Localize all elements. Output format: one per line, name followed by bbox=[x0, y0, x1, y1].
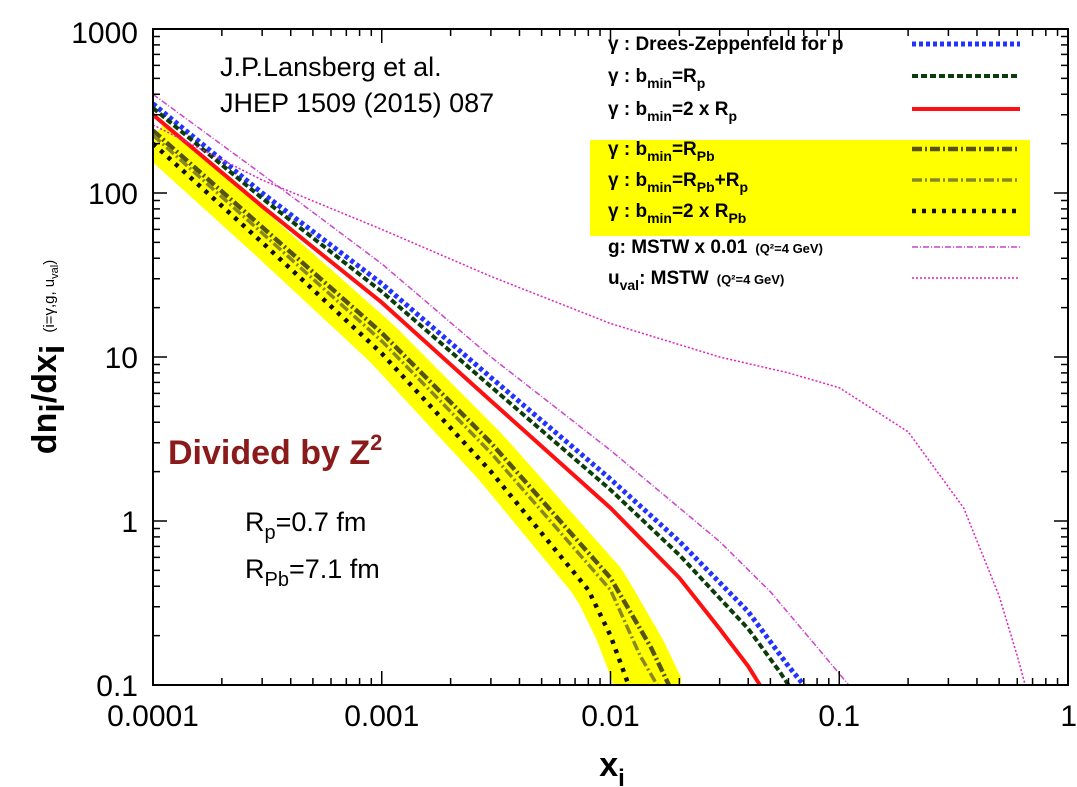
legend-text-part: γ : b bbox=[608, 99, 647, 120]
legend-text-part: =R bbox=[672, 139, 697, 160]
legend-label-2: γ : bmin=Rp bbox=[608, 66, 705, 91]
reference-line-2: JHEP 1509 (2015) 087 bbox=[220, 88, 494, 118]
legend-text-part: γ : b bbox=[608, 201, 647, 222]
y-axis-label-sub2: i bbox=[34, 345, 72, 354]
y-tick-label: 1 bbox=[121, 506, 138, 539]
legend-text-part: =R bbox=[672, 66, 697, 87]
legend-highlight bbox=[590, 140, 1030, 236]
divided-by-sup: 2 bbox=[370, 430, 382, 455]
rp-value: =0.7 fm bbox=[276, 507, 367, 537]
y-tick-label: 100 bbox=[88, 178, 138, 211]
legend-label-6: γ : bmin=2 x RPb bbox=[608, 201, 746, 226]
legend-text-part: g: MSTW x 0.01 bbox=[608, 237, 748, 258]
legend-note: (Q²=4 GeV) bbox=[755, 241, 823, 256]
legend-text-part: min bbox=[647, 179, 672, 195]
y-axis-label-extra-end: ) bbox=[41, 260, 58, 265]
series-line-1 bbox=[153, 101, 806, 685]
rp-sub: p bbox=[265, 522, 276, 544]
legend-label-4: γ : bmin=RPb bbox=[608, 139, 715, 164]
legend-label-3: γ : bmin=2 x Rp bbox=[608, 99, 737, 124]
legend-text-part: γ : b bbox=[608, 170, 647, 191]
legend-text-part: min bbox=[647, 148, 672, 164]
y-axis-label-main: dn bbox=[26, 413, 64, 455]
divided-by-z2-note: Divided by Z2 bbox=[168, 430, 382, 472]
legend-text-part: γ : Drees-Zeppenfeld for p bbox=[608, 34, 843, 55]
legend-text-part: min bbox=[647, 108, 672, 124]
legend-text-part: min bbox=[647, 210, 672, 226]
legend-text-part: Pb bbox=[697, 179, 715, 195]
series-line-6 bbox=[153, 141, 631, 685]
legend-text-part: γ : b bbox=[608, 139, 647, 160]
uncertainty-band bbox=[153, 122, 681, 685]
legend-text-part: +R bbox=[715, 170, 740, 191]
y-axis-label: dni/dxi(i=γ,g, uval) bbox=[26, 260, 72, 454]
x-tick-label: 0.001 bbox=[344, 700, 419, 733]
legend-label-1: γ : Drees-Zeppenfeld for p bbox=[608, 34, 843, 55]
y-tick-label: 0.1 bbox=[96, 670, 138, 703]
rpb-note: RPb=7.1 fm bbox=[245, 554, 380, 591]
x-axis-label-main: x bbox=[599, 746, 618, 784]
series-line-5 bbox=[153, 133, 659, 685]
legend-text-part: =2 x R bbox=[672, 201, 729, 222]
rp-note: Rp=0.7 fm bbox=[245, 507, 366, 544]
legend-note: (Q²=4 GeV) bbox=[717, 272, 785, 287]
x-tick-label: 0.01 bbox=[581, 700, 639, 733]
legend-text-part: γ : b bbox=[608, 66, 647, 87]
divided-by-text: Divided by Z bbox=[168, 434, 370, 472]
reference-line-1: J.P.Lansberg et al. bbox=[220, 52, 442, 82]
y-tick-label: 10 bbox=[105, 342, 138, 375]
legend-text-part: Pb bbox=[728, 210, 746, 226]
legend-label-7: g: MSTW x 0.01 (Q²=4 GeV) bbox=[608, 237, 823, 258]
legend-text-part: =2 x R bbox=[672, 99, 729, 120]
rpb-sub: Pb bbox=[265, 569, 289, 591]
legend-label-5: γ : bmin=RPb+Rp bbox=[608, 170, 748, 195]
legend-text-part: u bbox=[608, 268, 620, 289]
series-line-3 bbox=[153, 113, 762, 685]
rpb-main: R bbox=[245, 554, 265, 584]
legend-text-part: p bbox=[697, 75, 706, 91]
series-line-2 bbox=[153, 106, 791, 685]
y-axis-label-sub1: i bbox=[34, 403, 72, 412]
legend-text-part: p bbox=[728, 108, 737, 124]
y-tick-label: 1000 bbox=[71, 17, 138, 50]
y-axis-label-mid: /dx bbox=[26, 354, 64, 403]
legend-label-8: uval: MSTW (Q²=4 GeV) bbox=[608, 268, 784, 293]
legend-text-part: Pb bbox=[697, 148, 715, 164]
x-axis-label-sub: i bbox=[618, 765, 625, 787]
x-axis-label: xi bbox=[599, 746, 625, 787]
legend-text-part: : MSTW bbox=[639, 268, 709, 289]
legend-text-part: val bbox=[620, 277, 639, 293]
series-line-4 bbox=[153, 128, 671, 685]
x-tick-label: 0.1 bbox=[818, 700, 860, 733]
legend-text-part: min bbox=[647, 75, 672, 91]
x-tick-label: 0.0001 bbox=[107, 700, 199, 733]
rpb-value: =7.1 fm bbox=[289, 554, 380, 584]
x-tick-label: 1 bbox=[1060, 700, 1077, 733]
series-line-7 bbox=[153, 93, 850, 685]
legend-text-part: =R bbox=[672, 170, 697, 191]
y-axis-label-extra: (i=γ,g, u bbox=[41, 279, 58, 333]
legend: γ : Drees-Zeppenfeld for pγ : bmin=Rpγ :… bbox=[590, 34, 1030, 293]
legend-text-part: p bbox=[740, 179, 749, 195]
rp-main: R bbox=[245, 507, 265, 537]
y-axis-label-extra-sub: val bbox=[49, 265, 61, 279]
